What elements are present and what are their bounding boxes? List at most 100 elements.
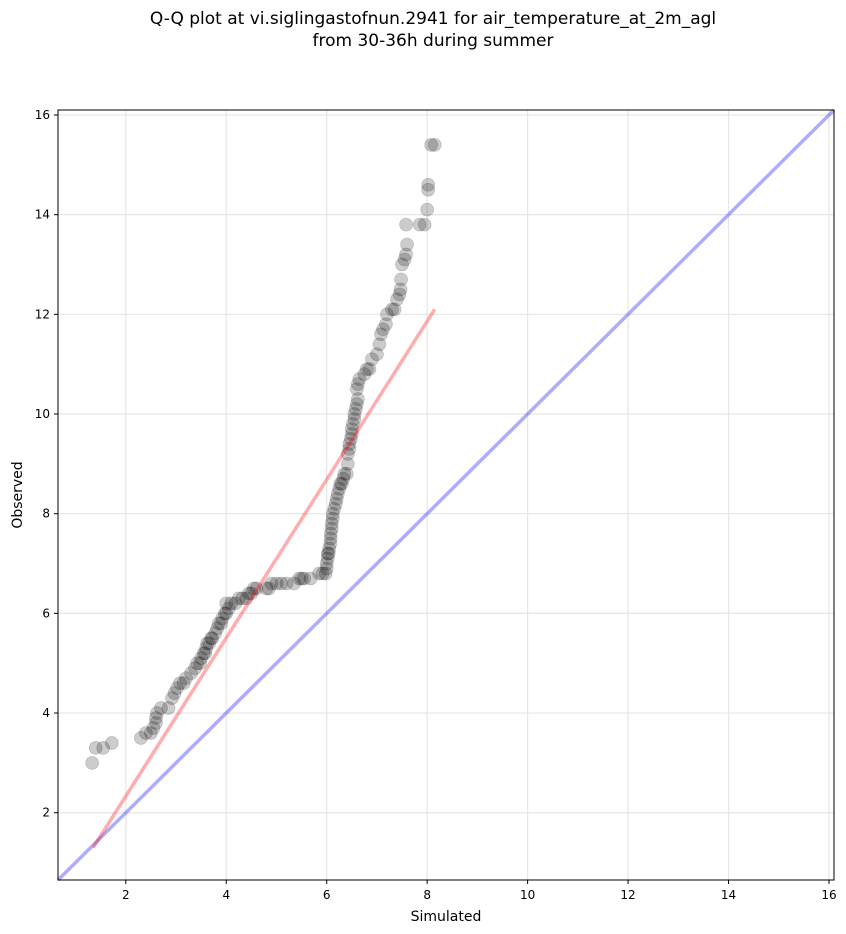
data-point — [399, 217, 413, 232]
data-point — [344, 422, 359, 436]
data-point — [339, 466, 354, 481]
data-point — [319, 556, 334, 571]
data-point — [342, 437, 357, 451]
data-point — [352, 372, 367, 387]
y-tick-label: 12 — [35, 307, 50, 321]
data-point — [269, 576, 284, 591]
data-point — [149, 711, 163, 725]
data-point — [85, 755, 100, 770]
data-point — [167, 686, 182, 701]
data-point — [318, 566, 333, 581]
data-point — [395, 257, 409, 272]
data-point — [231, 591, 246, 606]
data-point — [144, 726, 158, 740]
data-point — [322, 541, 337, 556]
data-point — [380, 307, 394, 322]
x-tick-label: 8 — [423, 888, 431, 902]
reference-lines — [56, 108, 836, 882]
data-point — [133, 731, 148, 745]
data-point — [249, 581, 264, 596]
data-point — [387, 302, 402, 317]
data-point — [347, 407, 362, 421]
data-point — [399, 247, 413, 262]
data-point — [297, 571, 312, 586]
data-point — [279, 576, 294, 591]
data-point — [208, 626, 223, 641]
data-point — [340, 456, 355, 471]
data-point — [347, 412, 362, 426]
data-point — [374, 327, 388, 342]
data-point — [323, 531, 338, 546]
data-point — [379, 317, 393, 332]
data-point — [350, 377, 365, 392]
data-point — [287, 576, 301, 591]
data-point — [211, 616, 226, 631]
data-point — [312, 566, 327, 581]
identity-line — [56, 108, 836, 882]
x-tick-label: 6 — [323, 888, 331, 902]
data-point — [421, 177, 436, 192]
data-point — [146, 721, 161, 735]
data-point — [165, 691, 179, 705]
data-point — [332, 481, 347, 496]
data-point — [420, 202, 435, 217]
data-point — [303, 571, 318, 586]
data-point — [215, 611, 230, 626]
data-point — [348, 402, 363, 416]
data-point — [362, 362, 377, 377]
chart-title-line-2: from 30-36h during summer — [312, 31, 554, 51]
x-axis-label: Simulated — [411, 909, 482, 925]
data-point — [244, 586, 259, 601]
data-point — [96, 741, 111, 755]
data-point — [334, 476, 349, 491]
data-point — [417, 217, 432, 232]
data-point — [421, 182, 436, 197]
data-point — [393, 282, 408, 297]
data-point — [259, 581, 274, 596]
data-point — [320, 551, 335, 566]
data-point — [345, 417, 360, 431]
data-point — [344, 427, 359, 441]
data-point — [359, 362, 374, 377]
data-point — [330, 486, 345, 501]
data-point — [315, 566, 330, 581]
y-tick-label: 10 — [35, 407, 50, 421]
data-point — [217, 606, 232, 621]
data-point — [149, 716, 163, 730]
fit-line — [91, 308, 437, 849]
data-point — [150, 706, 164, 720]
x-tick-label: 16 — [821, 888, 836, 902]
y-tick-label: 2 — [42, 806, 50, 820]
data-point — [194, 651, 209, 666]
x-tick-label: 2 — [122, 888, 130, 902]
axis-ticks: 2 4 6 8 10 12 14 16 2 4 6 8 10 12 14 16 — [35, 108, 837, 902]
data-point — [176, 676, 191, 691]
data-point — [337, 466, 352, 481]
data-point — [390, 292, 404, 307]
data-point — [199, 641, 214, 656]
data-point — [427, 137, 442, 152]
data-point — [274, 576, 289, 591]
data-point — [319, 561, 334, 576]
data-point — [327, 501, 342, 516]
data-point — [88, 741, 103, 755]
data-point — [179, 671, 193, 686]
data-point — [320, 546, 335, 561]
data-point — [170, 681, 184, 696]
data-point — [219, 596, 234, 611]
y-tick-label: 16 — [35, 108, 50, 122]
data-point — [385, 302, 399, 317]
data-point — [154, 701, 168, 715]
data-point — [349, 382, 364, 396]
data-point — [397, 252, 412, 267]
data-point — [200, 636, 215, 651]
x-tick-label: 14 — [721, 888, 736, 902]
data-point — [424, 137, 439, 152]
data-point — [264, 576, 279, 591]
data-point — [210, 621, 225, 636]
data-point — [239, 591, 254, 606]
data-point — [323, 536, 338, 551]
data-point — [190, 656, 205, 671]
data-point — [349, 397, 364, 411]
data-point — [292, 571, 306, 586]
